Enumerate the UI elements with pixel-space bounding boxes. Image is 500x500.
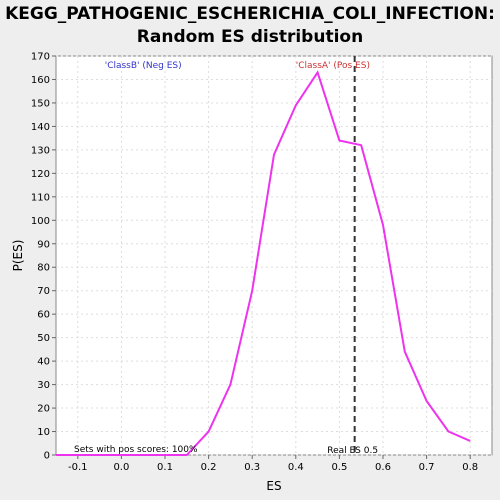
y-tick-label: 40	[37, 357, 50, 368]
x-axis-label: ES	[266, 479, 281, 493]
x-tick-label: 0.6	[375, 462, 391, 473]
x-axis-ticks: -0.1 0.0 0.1 0.2 0.3 0.4 0.5 0.6 0.7 0.8	[68, 455, 478, 473]
y-tick-label: 100	[31, 216, 50, 227]
y-tick-label: 90	[37, 239, 50, 250]
classA-annotation: 'ClassA' (Pos ES)	[296, 61, 370, 71]
y-tick-label: 110	[31, 192, 50, 203]
real-es-label: Real ES 0.5	[327, 446, 378, 456]
y-tick-label: 160	[31, 75, 50, 86]
y-tick-label: 170	[31, 52, 50, 63]
y-tick-label: 10	[37, 427, 50, 438]
y-tick-label: 130	[31, 145, 50, 156]
x-tick-label: 0.1	[157, 462, 173, 473]
x-tick-label: 0.3	[244, 462, 260, 473]
y-tick-label: 140	[31, 122, 50, 133]
y-tick-label: 80	[37, 263, 50, 274]
y-axis-label: P(ES)	[11, 240, 25, 272]
y-tick-label: 50	[37, 333, 50, 344]
y-tick-label: 0	[44, 451, 50, 462]
x-tick-label: 0.8	[462, 462, 478, 473]
pos-scores-annotation: Sets with pos scores: 100%	[74, 445, 198, 455]
x-tick-label: 0.5	[331, 462, 347, 473]
x-tick-label: 0.0	[113, 462, 129, 473]
y-tick-label: 60	[37, 310, 50, 321]
y-tick-label: 150	[31, 98, 50, 109]
y-tick-label: 70	[37, 286, 50, 297]
plot-area	[56, 56, 492, 455]
y-axis-ticks: 0 10 20 30 40 50 60 70 80 90 100 110 120 130 140 150 160…	[31, 52, 56, 462]
x-tick-label: -0.1	[68, 462, 88, 473]
y-tick-label: 30	[37, 380, 50, 391]
y-tick-label: 20	[37, 404, 50, 415]
classB-annotation: 'ClassB' (Neg ES)	[105, 61, 182, 71]
x-tick-label: 0.4	[288, 462, 304, 473]
y-tick-label: 120	[31, 169, 50, 180]
x-tick-label: 0.2	[201, 462, 217, 473]
x-tick-label: 0.7	[419, 462, 435, 473]
